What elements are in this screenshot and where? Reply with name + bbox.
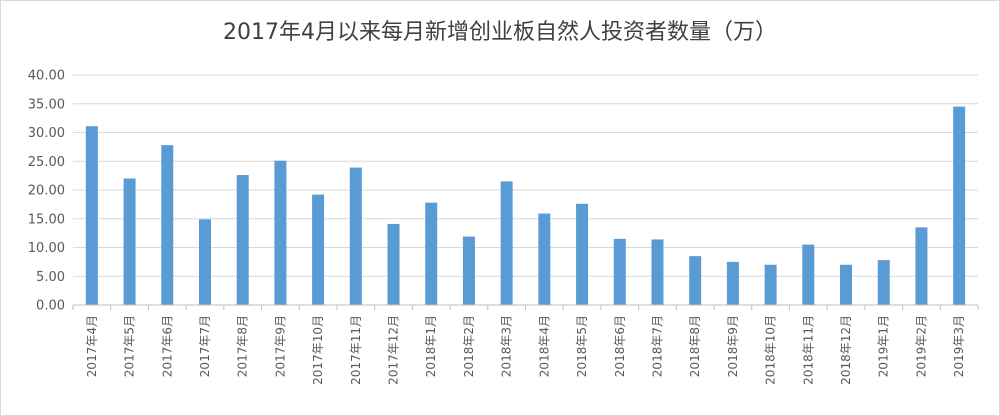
x-tick-label: 2018年8月: [688, 315, 702, 377]
x-tick-label: 2018年9月: [726, 315, 740, 377]
x-tick-label: 2017年11月: [349, 315, 363, 385]
bar: [425, 202, 438, 305]
x-tick-label: 2017年9月: [273, 315, 287, 377]
y-tick-label: 10.00: [28, 241, 65, 256]
x-tick-label: 2018年11月: [801, 315, 815, 385]
bar: [387, 223, 400, 305]
x-tick-label: 2019年2月: [914, 315, 928, 377]
bar: [764, 264, 777, 305]
bar: [726, 261, 739, 305]
bar: [651, 239, 664, 305]
bar: [198, 219, 211, 305]
chart-title: 2017年4月以来每月新增创业板自然人投资者数量（万）: [223, 20, 777, 45]
x-tick-label: 2017年5月: [123, 315, 137, 377]
x-tick-label: 2018年6月: [613, 315, 627, 377]
x-tick-label: 2017年7月: [198, 315, 212, 377]
bar: [85, 126, 98, 305]
x-tick-label: 2019年3月: [952, 315, 966, 377]
x-axis: 2017年4月 2017年5月 2017年6月 2017年7月 2017年8月 2017年…: [72, 304, 979, 385]
x-tick-label: 2017年8月: [236, 315, 250, 377]
x-tick-label: 2018年4月: [537, 315, 551, 377]
bar: [538, 213, 551, 305]
x-tick-label: 2018年7月: [650, 315, 664, 377]
bar: [877, 260, 890, 305]
bar: [500, 181, 513, 305]
x-tick-label: 2018年3月: [500, 315, 514, 377]
bar: [576, 203, 589, 305]
x-tick-label: 2017年4月: [85, 315, 99, 377]
y-tick-label: 5.00: [36, 270, 65, 285]
bar: [953, 106, 966, 305]
y-tick-label: 25.00: [28, 155, 65, 170]
bar: [802, 244, 815, 305]
gridlines: [73, 74, 978, 277]
x-tick-label: 2019年1月: [877, 315, 891, 377]
x-tick-label: 2018年1月: [424, 315, 438, 377]
bar: [915, 227, 928, 305]
bar: [462, 236, 475, 305]
x-tick-label: 2017年10月: [311, 315, 325, 385]
y-tick-label: 15.00: [28, 212, 65, 227]
x-tick-label: 2017年6月: [160, 315, 174, 377]
bars: [85, 106, 966, 305]
y-tick-label: 30.00: [28, 126, 65, 141]
bar: [161, 145, 174, 305]
y-tick-label: 35.00: [28, 97, 65, 112]
y-tick-label: 0.00: [36, 299, 65, 314]
x-tick-label: 2018年5月: [575, 315, 589, 377]
y-tick-label: 40.00: [28, 69, 65, 84]
bar: [312, 194, 325, 305]
x-tick-label: 2018年2月: [462, 315, 476, 377]
y-tick-label: 20.00: [28, 184, 65, 199]
bar: [613, 238, 626, 305]
bar: [349, 167, 362, 305]
x-tick-label: 2017年12月: [387, 315, 401, 385]
bar: [689, 256, 702, 305]
x-tick-label: 2018年12月: [839, 315, 853, 385]
y-axis: 0.00 5.00 10.00 15.00 20.00 25.00 30.00 35.00 40…: [28, 69, 65, 314]
x-tick-label: 2018年10月: [764, 315, 778, 385]
bar: [840, 264, 853, 305]
bar: [236, 175, 249, 305]
bar: [274, 160, 287, 305]
bar: [123, 178, 136, 305]
